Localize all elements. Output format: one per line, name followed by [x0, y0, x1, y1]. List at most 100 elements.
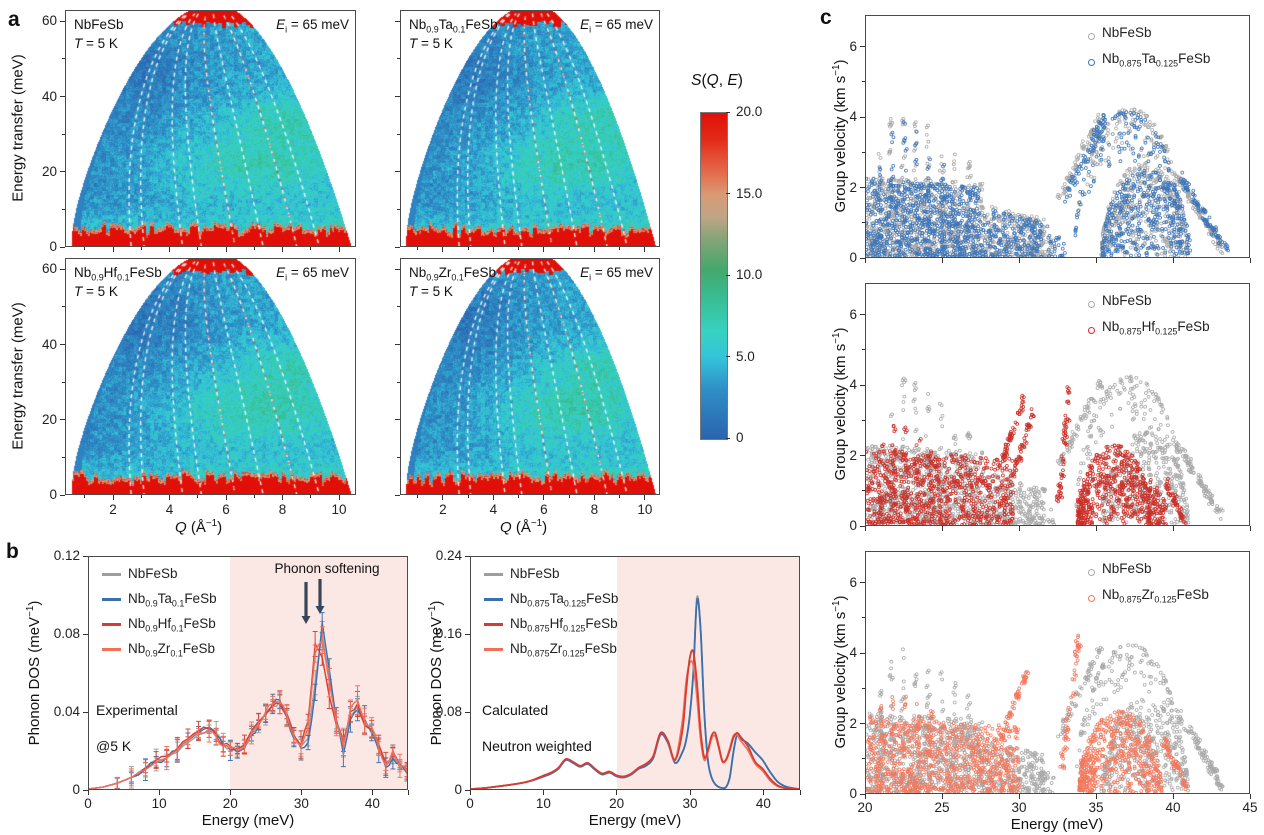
tick-mark	[442, 247, 444, 252]
tick-mark	[397, 133, 400, 135]
tick-mark	[619, 495, 621, 498]
tick-label: 60	[41, 13, 57, 29]
tick-mark	[543, 495, 545, 500]
tick-mark	[941, 794, 943, 799]
tick-label: 20	[609, 796, 625, 811]
tick-label: 0	[736, 430, 744, 445]
group-velocity-plot-zr	[865, 551, 1250, 794]
tick-mark	[62, 456, 65, 458]
tick-mark	[860, 723, 865, 725]
legend-dot	[1088, 301, 1095, 308]
legend-label: NbFeSb	[1102, 561, 1152, 576]
tick-mark	[62, 58, 65, 60]
tick-mark	[1249, 794, 1251, 799]
sample-label: NbFeSb	[74, 17, 124, 32]
tick-label: 60	[41, 261, 57, 277]
tick-mark	[225, 247, 227, 252]
legend-line-swatch	[484, 623, 503, 626]
tick-mark	[465, 711, 470, 713]
tick-label: 0	[466, 796, 474, 811]
group-velocity-canvas-hf	[866, 284, 1249, 525]
tick-mark	[644, 247, 646, 252]
tick-mark	[1018, 258, 1020, 263]
tick-label: 0	[849, 250, 857, 265]
tick-label: 2	[849, 179, 857, 195]
tick-mark	[395, 20, 400, 22]
tick-label: 0.16	[435, 626, 462, 641]
tick-mark	[465, 555, 470, 557]
tick-mark	[467, 247, 469, 250]
tick-label: 10.0	[736, 267, 763, 282]
tick-mark	[726, 193, 730, 194]
tick-mark	[169, 247, 171, 252]
tick-mark	[860, 455, 865, 457]
tick-mark	[862, 758, 865, 760]
tick-mark	[282, 495, 284, 500]
tick-mark	[543, 247, 545, 252]
tick-mark	[726, 356, 730, 357]
experimental-temp-note: @5 K	[96, 738, 132, 754]
tick-mark	[158, 790, 160, 795]
tick-label: 0	[849, 518, 857, 533]
tick-label: 6	[849, 38, 857, 54]
tick-mark	[60, 246, 65, 248]
tick-mark	[169, 495, 171, 500]
sqe-heatmap-canvas	[66, 259, 355, 494]
temperature-label: T = 5 K	[74, 284, 118, 299]
legend-dot	[1088, 569, 1095, 576]
dos-experimental-canvas	[89, 557, 407, 789]
tick-label: 45	[1242, 800, 1258, 815]
tick-mark	[1018, 526, 1020, 531]
tick-mark	[941, 258, 943, 263]
legend-label: NbFeSb	[1102, 25, 1152, 40]
tick-mark	[395, 246, 400, 248]
tick-mark	[860, 384, 865, 386]
legend-line-swatch	[102, 648, 121, 651]
tick-label: 35	[1088, 800, 1104, 815]
incident-energy-label: Ei = 65 meV	[276, 17, 349, 35]
tick-mark	[762, 790, 764, 795]
tick-mark	[397, 306, 400, 308]
tick-mark	[397, 58, 400, 60]
y-axis-title-dos-calculated: Phonon DOS (meV−1)	[427, 600, 445, 746]
tick-label: 0.08	[53, 626, 80, 641]
group-velocity-plot-hf	[865, 283, 1250, 526]
legend-label: Nb0.9Zr0.1FeSb	[128, 641, 216, 659]
tick-mark	[225, 495, 227, 500]
tick-mark	[62, 306, 65, 308]
sqe-heatmap-panel-hf: Nb0.9Hf0.1FeSb T = 5 K Ei = 65 meV	[65, 258, 356, 495]
x-axis-title-energy-calculated: Energy (meV)	[588, 812, 682, 829]
tick-label: 0.12	[53, 548, 80, 563]
legend-label: Nb0.875Ta0.125FeSb	[510, 591, 619, 609]
tick-mark	[726, 111, 730, 113]
tick-mark	[397, 456, 400, 458]
panel-label-a: a	[8, 8, 20, 31]
tick-mark	[60, 419, 65, 421]
tick-mark	[282, 247, 284, 252]
neutron-weighted-note: Neutron weighted	[482, 738, 592, 754]
tick-label: 0.08	[435, 704, 462, 719]
tick-mark	[60, 96, 65, 98]
x-axis-title-q-2: Q (Å−1)	[500, 518, 548, 536]
tick-mark	[229, 790, 231, 795]
tick-mark	[469, 790, 471, 795]
tick-mark	[62, 381, 65, 383]
tick-mark	[860, 46, 865, 48]
tick-mark	[862, 490, 865, 492]
calculated-note: Calculated	[482, 702, 549, 718]
tick-mark	[862, 419, 865, 421]
sample-label: Nb0.9Zr0.1FeSb	[409, 265, 497, 283]
tick-mark	[492, 247, 494, 252]
tick-label: 0	[454, 782, 462, 797]
legend-line-swatch	[102, 598, 121, 601]
tick-mark	[465, 633, 470, 635]
tick-label: 2	[109, 502, 117, 517]
tick-mark	[84, 495, 86, 498]
legend-label: Nb0.875Ta0.125FeSb	[1102, 51, 1211, 69]
group-velocity-plot-ta	[865, 15, 1250, 258]
legend-label: Nb0.875Zr0.125FeSb	[1102, 587, 1209, 605]
tick-mark	[300, 790, 302, 795]
tick-mark	[860, 314, 865, 316]
tick-mark	[83, 555, 88, 557]
tick-mark	[60, 171, 65, 173]
